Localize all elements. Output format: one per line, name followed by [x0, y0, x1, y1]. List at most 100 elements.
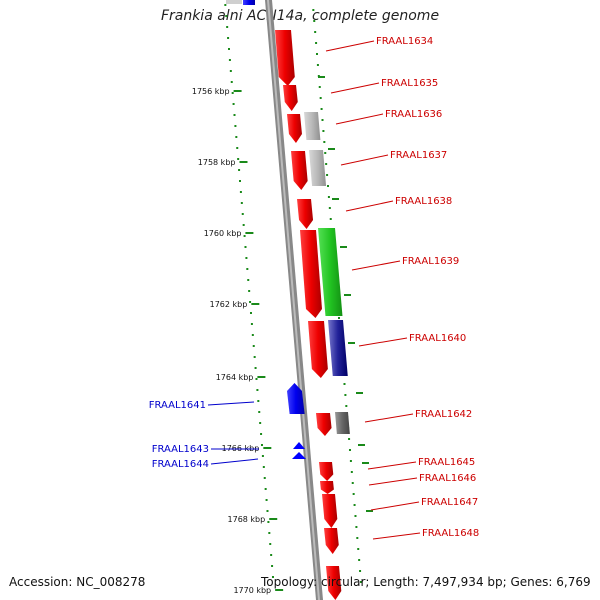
label-leader [345, 200, 394, 212]
gc-dot [321, 119, 324, 121]
gc-dot [313, 20, 316, 22]
gc-dot [353, 504, 356, 506]
gc-dot [351, 482, 354, 484]
scale-dot [253, 356, 256, 358]
gene-label-forward: FRAAL1647 [421, 497, 478, 508]
scale-dot [260, 433, 263, 435]
gc-dot [322, 130, 325, 132]
scale-tick [251, 303, 260, 305]
gc-track-dots [312, 9, 373, 583]
label-leader [367, 461, 417, 470]
scale-track-dots [224, 4, 274, 578]
scale-label: 1756 kbp [192, 87, 230, 96]
scale-label: 1764 kbp [216, 373, 254, 382]
scale-tick [275, 589, 284, 591]
forward-gene [324, 528, 339, 554]
gc-dash [340, 246, 347, 248]
scale-dot [248, 290, 251, 292]
accession-text: Accession: NC_008278 [9, 575, 146, 589]
forward-gene [316, 413, 332, 436]
scale-dot [264, 488, 267, 490]
scale-dot [254, 367, 257, 369]
gene-label-forward: FRAAL1638 [395, 196, 452, 207]
scale-dot [257, 400, 260, 402]
gc-dot [357, 548, 360, 550]
scale-dot [231, 92, 234, 94]
gc-dot [355, 526, 358, 528]
scale-dot [249, 312, 252, 314]
gene-label-reverse: FRAAL1644 [152, 459, 209, 470]
gc-dash [366, 510, 373, 512]
scale-dot [250, 323, 253, 325]
gc-dot [326, 174, 329, 176]
scale-dot [271, 576, 274, 578]
scale-label: 1758 kbp [198, 158, 236, 167]
gc-dash [348, 342, 355, 344]
forward-gene [308, 321, 328, 378]
forward-gene [326, 566, 342, 600]
gene-label-forward: FRAAL1642 [415, 409, 472, 420]
gc-dot [354, 515, 357, 517]
scale-dot [245, 257, 248, 259]
gene-label-forward: FRAAL1635 [381, 78, 438, 89]
scale-tick [239, 161, 248, 163]
scale-tick [257, 376, 266, 378]
forward-gene [297, 199, 314, 229]
scale-tick [245, 232, 254, 234]
scale-dot [244, 246, 247, 248]
label-leader [325, 40, 375, 52]
gc-dot [318, 86, 321, 88]
label-leader [364, 413, 414, 423]
cog-box [226, 0, 242, 4]
scale-label: 1760 kbp [204, 229, 242, 238]
gene-label-forward: FRAAL1634 [376, 36, 433, 47]
scale-dot [233, 114, 236, 116]
gene-label-forward: FRAAL1637 [390, 150, 447, 161]
gc-dot [320, 108, 323, 110]
scale-dot [263, 477, 266, 479]
scale-label: 1768 kbp [228, 515, 266, 524]
scale-dot [236, 147, 239, 149]
gene-labels: FRAAL1634 FRAAL1635 FRAAL1636 FRAAL1637 FRAA… [149, 36, 480, 539]
gc-dot [324, 152, 327, 154]
gc-dash [318, 76, 325, 78]
scale-dot [238, 180, 241, 182]
scale-dot [237, 158, 240, 160]
gc-dot [344, 394, 347, 396]
scale-dot [266, 510, 269, 512]
gc-dash [344, 294, 351, 296]
gc-dot [350, 471, 353, 473]
forward-gene [275, 30, 295, 86]
gc-dot [312, 9, 315, 11]
label-leader [372, 532, 421, 540]
forward-gene [291, 151, 308, 190]
forward-gene [300, 230, 322, 318]
cog-box [328, 320, 348, 376]
gc-dot [356, 537, 359, 539]
scale-dot [251, 334, 254, 336]
reverse-gene [287, 383, 305, 414]
forward-gene [283, 85, 298, 111]
gene-label-forward: FRAAL1636 [385, 109, 442, 120]
gc-dot [337, 317, 340, 319]
scale-labels: 1756 kbp 1758 kbp 1760 kbp 1762 kbp 1764 kbp… [192, 87, 271, 595]
gc-dot [315, 53, 318, 55]
gc-dash [362, 462, 369, 464]
gc-dot [359, 581, 362, 583]
scale-label: 1762 kbp [210, 300, 248, 309]
scale-dot [239, 191, 242, 193]
gc-dash [332, 198, 339, 200]
gc-dot [327, 196, 330, 198]
gc-dot [359, 570, 362, 572]
gc-dot [314, 31, 317, 33]
label-leader [368, 477, 418, 486]
scale-dot [238, 169, 241, 171]
gene-label-forward: FRAAL1639 [402, 256, 459, 267]
scale-dot [258, 411, 261, 413]
scale-dot [240, 202, 243, 204]
gene-label-forward: FRAAL1640 [409, 333, 466, 344]
scale-dot [249, 301, 252, 303]
label-leaders [207, 40, 421, 540]
scale-dot [229, 70, 232, 72]
